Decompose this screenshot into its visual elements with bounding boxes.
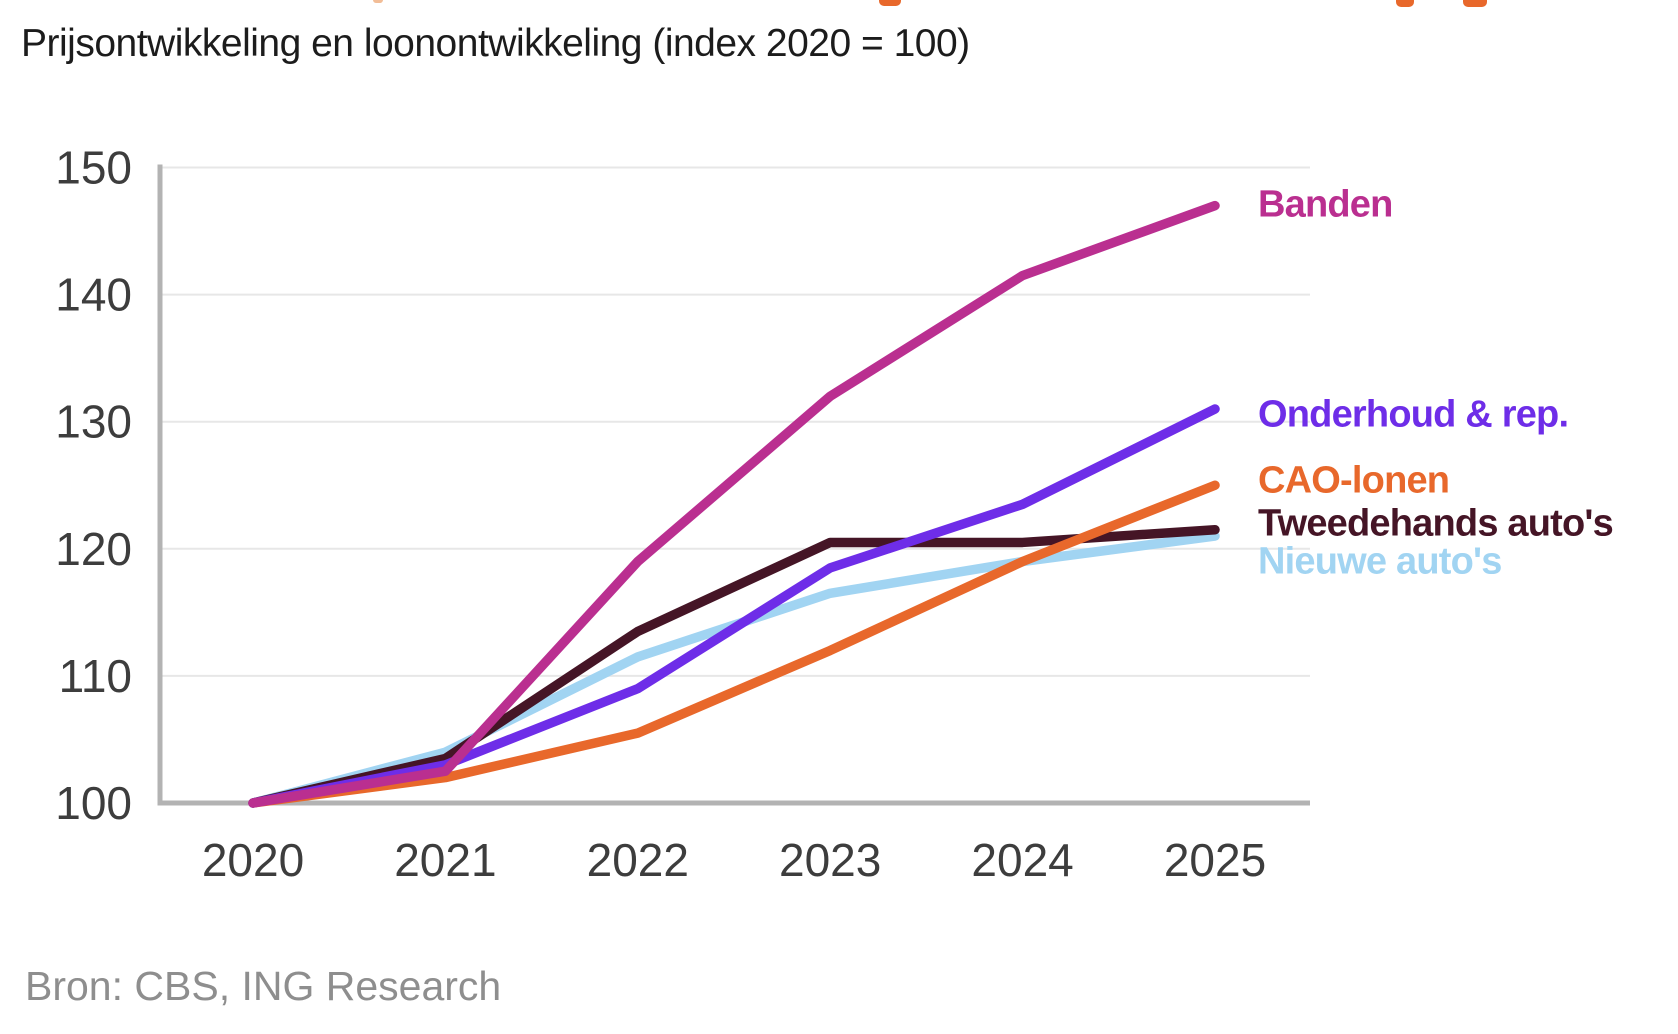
x-tick-label-2025: 2025 (1164, 834, 1266, 886)
series-line-cao-lonen (248, 480, 1220, 808)
cropped-title-fragment (879, 0, 901, 6)
cropped-title-fragment (1463, 0, 1487, 7)
x-tick-label-2022: 2022 (587, 834, 689, 886)
source-credit: Bron: CBS, ING Research (25, 963, 502, 1009)
series-line-tweedehands-auto-s (248, 524, 1220, 808)
legend-label-cao-lonen: CAO-lonen (1258, 459, 1450, 502)
legend-label-banden: Banden (1258, 183, 1393, 226)
x-tick-label-2021: 2021 (394, 834, 496, 886)
x-tick-label-2020: 2020 (202, 834, 304, 886)
cropped-title-fragment (373, 0, 383, 3)
y-tick-label-100: 100 (55, 777, 132, 829)
y-tick-label-110: 110 (59, 650, 132, 702)
cropped-title-fragment (1396, 0, 1414, 7)
chart-subtitle: Prijsontwikkeling en loonontwikkeling (i… (21, 22, 970, 65)
series-line-nieuwe-auto-s (248, 531, 1220, 808)
y-tick-label-150: 150 (55, 142, 132, 194)
y-tick-label-140: 140 (55, 269, 132, 321)
y-tick-label-130: 130 (55, 396, 132, 448)
y-tick-label-120: 120 (55, 523, 132, 575)
x-tick-label-2024: 2024 (971, 834, 1073, 886)
legend-label-nieuwe-autos: Nieuwe auto's (1258, 540, 1502, 583)
legend-label-tweedehands-autos: Tweedehands auto's (1258, 502, 1614, 545)
legend-label-onderhoud-rep: Onderhoud & rep. (1258, 393, 1569, 436)
series-line-onderhoud-rep (248, 404, 1220, 808)
series-line-banden (248, 200, 1220, 808)
x-tick-label-2023: 2023 (779, 834, 881, 886)
